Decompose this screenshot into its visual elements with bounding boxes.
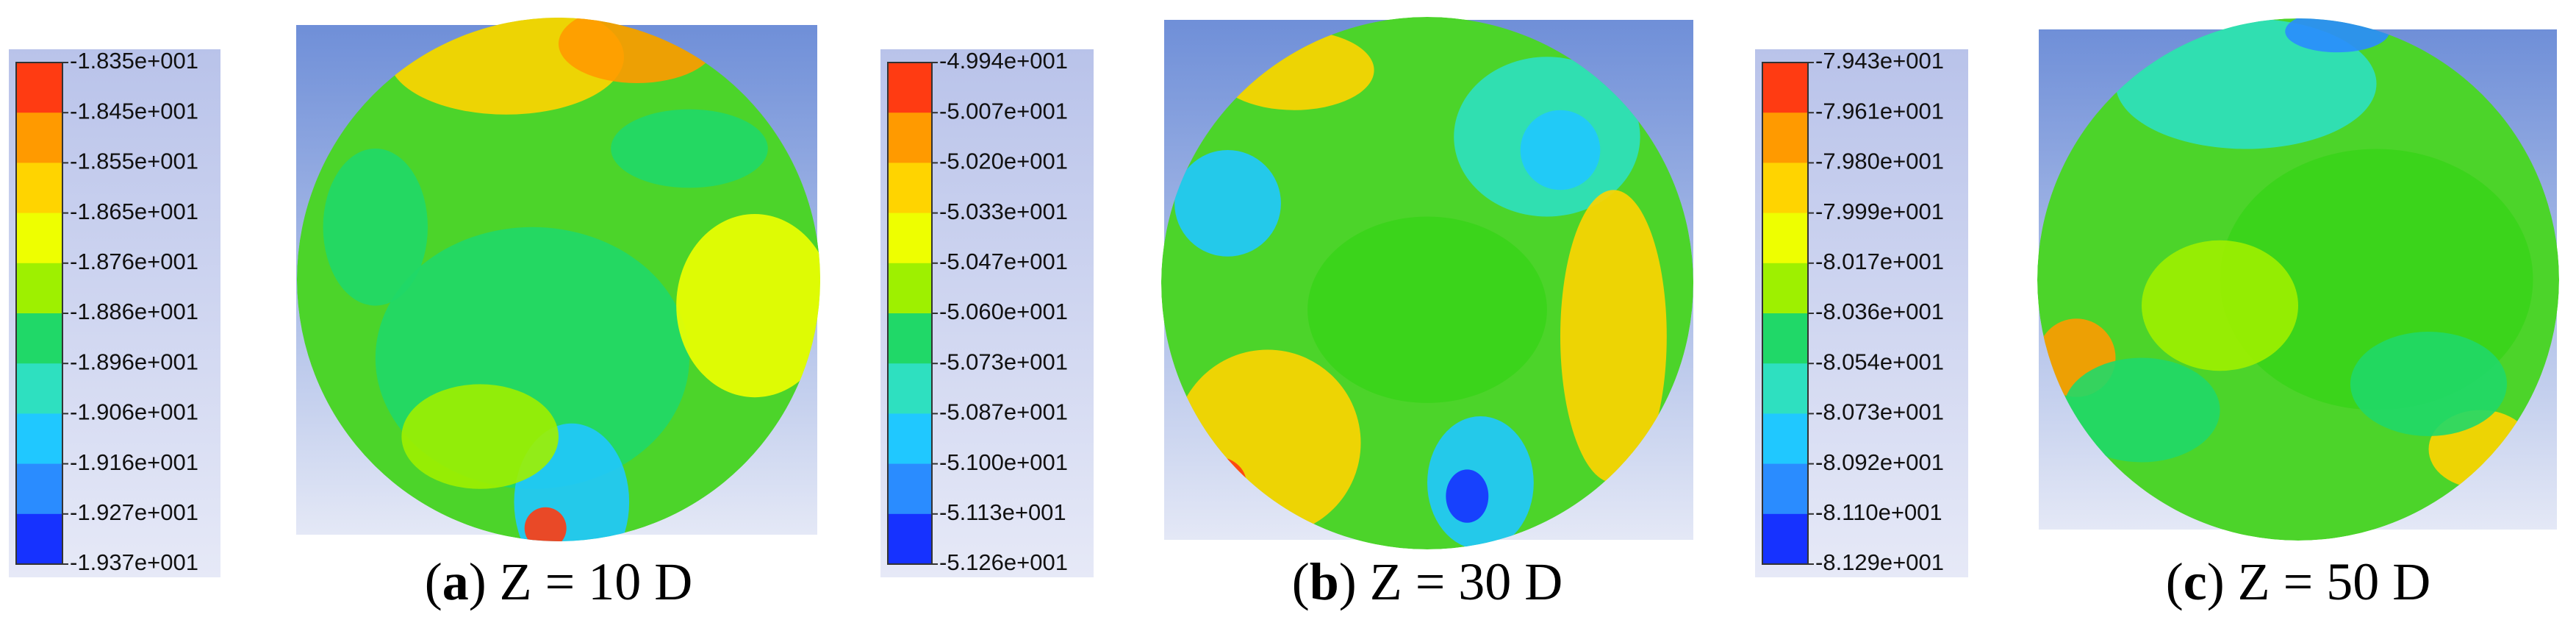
panel: -4.994e+001 -5.007e+001 -5.020e+001 -5.033e… <box>880 17 1693 611</box>
colorbar-band <box>16 213 62 264</box>
colorbar-band <box>888 513 932 565</box>
colorbar-band <box>16 363 62 414</box>
colorbar-band <box>1762 163 1808 214</box>
colorbar-label: -1.855e+001 <box>70 149 198 174</box>
colorbar-label: -5.007e+001 <box>939 98 1068 124</box>
colorbar-label: -7.943e+001 <box>1815 48 1944 74</box>
colorbar-band <box>1762 513 1808 565</box>
contour <box>297 18 820 541</box>
caption: (c) Z = 50 D <box>2166 552 2431 611</box>
colorbar-band <box>16 163 62 214</box>
contour-region <box>1307 216 1547 403</box>
contour-region <box>2285 18 2390 53</box>
colorbar-band <box>1762 413 1808 465</box>
contour-region <box>524 507 567 541</box>
colorbar-label: -5.100e+001 <box>939 449 1068 475</box>
colorbar-band <box>16 513 62 565</box>
contour-region <box>2142 240 2298 371</box>
colorbar-label: -8.129e+001 <box>1815 549 1944 575</box>
colorbar-band <box>16 113 62 163</box>
colorbar-label: -1.835e+001 <box>70 48 198 74</box>
colorbar-band <box>1762 313 1808 364</box>
contour-region <box>1560 190 1667 483</box>
caption: (b) Z = 30 D <box>1292 552 1563 611</box>
colorbar-band <box>888 363 932 414</box>
colorbar-label: -5.113e+001 <box>939 499 1066 525</box>
colorbar-band <box>1762 363 1808 414</box>
colorbar-label: -5.087e+001 <box>939 399 1068 425</box>
contour-region <box>2350 332 2507 436</box>
colorbar-label: -8.073e+001 <box>1815 399 1944 425</box>
colorbar-label: -1.886e+001 <box>70 299 198 324</box>
colorbar-label: -7.999e+001 <box>1815 199 1944 224</box>
colorbar-label: -1.896e+001 <box>70 349 198 374</box>
colorbar-label: -8.054e+001 <box>1815 349 1944 374</box>
contour-region <box>611 109 768 188</box>
caption-open: ( <box>2166 552 2184 611</box>
colorbar-label: -1.937e+001 <box>70 549 198 575</box>
colorbar-label: -5.126e+001 <box>939 549 1068 575</box>
contour <box>1161 17 1693 549</box>
colorbar-label: -1.865e+001 <box>70 199 198 224</box>
panel: -1.835e+001 -1.845e+001 -1.855e+001 -1.865e… <box>9 18 820 611</box>
colorbar-label: -1.876e+001 <box>70 249 198 274</box>
colorbar-label: -5.060e+001 <box>939 299 1068 324</box>
colorbar-label: -1.916e+001 <box>70 449 198 475</box>
colorbar-band <box>1762 213 1808 264</box>
colorbar-band <box>1762 463 1808 515</box>
caption-rest: ) Z = 50 D <box>2207 552 2431 611</box>
colorbar-band <box>888 413 932 465</box>
contour-region <box>2063 357 2220 463</box>
panel: -7.943e+001 -7.961e+001 -7.980e+001 -7.999e… <box>1755 18 2559 611</box>
colorbar-band <box>888 463 932 515</box>
caption-letter: c <box>2184 552 2207 611</box>
colorbar-band <box>16 413 62 465</box>
caption-open: ( <box>1292 552 1310 611</box>
contour-region <box>1520 110 1601 190</box>
colorbar-label: -8.092e+001 <box>1815 449 1944 475</box>
caption-open: ( <box>425 552 442 611</box>
caption-rest: ) Z = 10 D <box>469 552 693 611</box>
colorbar-band <box>888 213 932 264</box>
colorbar-band <box>888 163 932 214</box>
colorbar-band <box>16 313 62 364</box>
contour-region <box>401 384 559 489</box>
contour-region <box>1174 150 1281 257</box>
colorbar-band <box>888 313 932 364</box>
caption-letter: a <box>442 552 469 611</box>
colorbar-label: -1.845e+001 <box>70 98 198 124</box>
colorbar-band <box>888 63 932 113</box>
colorbar-label: -1.906e+001 <box>70 399 198 425</box>
colorbar-band <box>16 463 62 515</box>
colorbar-band <box>888 113 932 163</box>
colorbar-band <box>1762 63 1808 113</box>
colorbar-label: -8.017e+001 <box>1815 249 1944 274</box>
colorbar-label: -1.927e+001 <box>70 499 198 525</box>
contour-region <box>1446 469 1489 523</box>
colorbar-band <box>16 263 62 314</box>
colorbar-band <box>1762 113 1808 163</box>
colorbar-label: -8.110e+001 <box>1815 499 1942 525</box>
caption: (a) Z = 10 D <box>425 552 693 611</box>
colorbar-label: -7.961e+001 <box>1815 98 1944 124</box>
contour-region <box>323 148 428 306</box>
caption-letter: b <box>1310 552 1339 611</box>
colorbar-label: -5.073e+001 <box>939 349 1068 374</box>
contour-region <box>2115 18 2377 149</box>
contour-region <box>676 214 820 398</box>
colorbar-label: -5.047e+001 <box>939 249 1068 274</box>
colorbar-label: -7.980e+001 <box>1815 149 1944 174</box>
colorbar-label: -5.033e+001 <box>939 199 1068 224</box>
colorbar-label: -4.994e+001 <box>939 48 1068 74</box>
colorbar-label: -8.036e+001 <box>1815 299 1944 324</box>
colorbar-band <box>16 63 62 113</box>
colorbar-band <box>888 263 932 314</box>
caption-rest: ) Z = 30 D <box>1339 552 1563 611</box>
colorbar-band <box>1762 263 1808 314</box>
colorbar-label: -5.020e+001 <box>939 149 1068 174</box>
